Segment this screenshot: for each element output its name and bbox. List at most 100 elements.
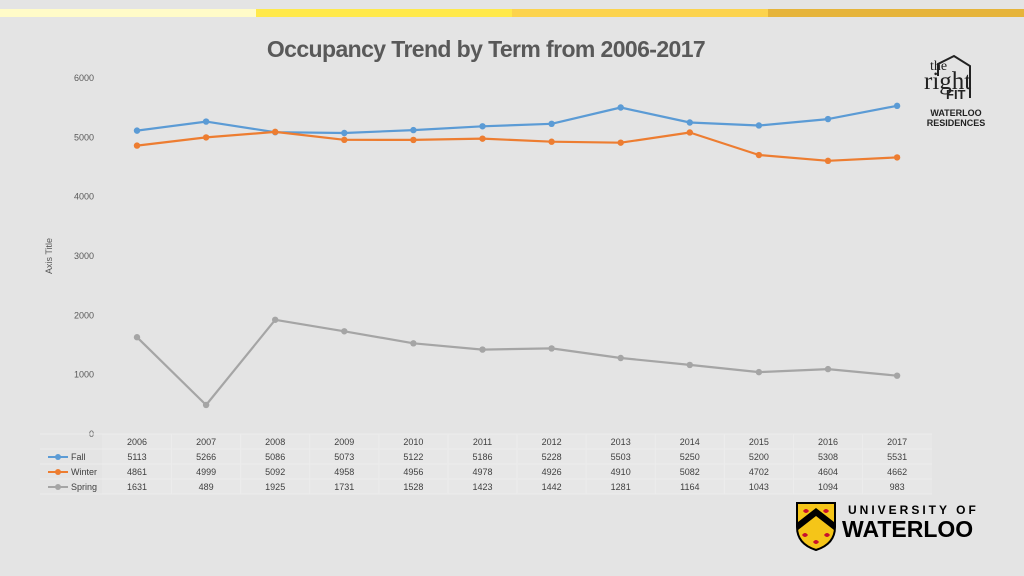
- data-table-value-winter: 4926: [542, 467, 562, 477]
- y-tick-label: 3000: [74, 251, 94, 261]
- data-point-fall: [479, 123, 486, 130]
- legend-marker-winter: [55, 469, 61, 475]
- right-fit-logo: the right FIT WATERLOO RESIDENCES: [924, 54, 986, 128]
- data-table-value-spring: 1528: [403, 482, 423, 492]
- data-table-value-spring: 1094: [818, 482, 838, 492]
- uw-text-university-of: UNIVERSITY OF: [848, 503, 979, 517]
- data-table-value-winter: 4958: [334, 467, 354, 477]
- data-table-value-fall: 5308: [818, 452, 838, 462]
- data-point-fall: [548, 120, 555, 128]
- legend-label-winter: Winter: [71, 467, 97, 477]
- data-point-spring: [410, 340, 417, 347]
- y-tick-label: 5000: [74, 132, 94, 142]
- data-point-winter: [893, 154, 901, 161]
- y-tick-label: 1000: [74, 370, 94, 380]
- x-category-label: 2014: [680, 437, 700, 447]
- data-point-winter: [686, 129, 693, 136]
- x-category-label: 2012: [542, 437, 562, 447]
- data-table-value-fall: 5073: [334, 452, 354, 462]
- data-point-winter: [410, 136, 417, 144]
- data-point-fall: [893, 102, 901, 110]
- data-point-spring: [479, 346, 486, 353]
- x-category-label: 2011: [473, 437, 492, 447]
- data-table-value-winter: 5082: [680, 467, 700, 477]
- data-point-winter: [824, 157, 832, 165]
- y-tick-label: 6000: [74, 73, 94, 83]
- legend-marker-spring: [55, 484, 61, 490]
- data-point-fall: [755, 122, 763, 129]
- x-category-label: 2008: [265, 437, 285, 447]
- data-table-value-winter: 4978: [472, 467, 492, 477]
- data-point-winter: [202, 134, 210, 141]
- data-point-fall: [410, 126, 417, 134]
- data-table-value-fall: 5113: [127, 452, 146, 462]
- header-color-bar: [0, 9, 1024, 17]
- data-point-spring: [133, 334, 141, 341]
- data-point-fall: [824, 115, 832, 123]
- legend-label-spring: Spring: [71, 482, 97, 492]
- data-point-winter: [755, 151, 763, 159]
- x-category-label: 2015: [749, 437, 769, 447]
- data-table-value-spring: 1925: [265, 482, 285, 492]
- y-tick-label: 2000: [74, 310, 94, 320]
- data-point-spring: [202, 401, 210, 409]
- house-outline-icon: [937, 54, 971, 98]
- x-category-label: 2017: [887, 437, 907, 447]
- x-category-label: 2006: [127, 437, 147, 447]
- data-point-spring: [272, 316, 279, 323]
- data-point-fall: [133, 127, 141, 134]
- x-category-label: 2009: [334, 437, 354, 447]
- legend-marker-fall: [55, 454, 61, 460]
- header-bar-segment: [256, 9, 512, 17]
- data-table-value-spring: 1731: [334, 482, 354, 492]
- data-point-winter: [341, 136, 348, 144]
- data-point-fall: [202, 118, 210, 125]
- y-tick-label: 4000: [74, 192, 94, 202]
- logo-text-fit: FIT: [946, 87, 966, 102]
- x-category-label: 2016: [818, 437, 838, 447]
- data-point-spring: [341, 328, 348, 335]
- data-point-winter: [617, 139, 624, 146]
- data-point-spring: [824, 365, 832, 373]
- data-table-value-winter: 4910: [611, 467, 631, 477]
- series-line-spring: [136, 318, 898, 407]
- data-table-value-fall: 5503: [611, 452, 631, 462]
- logo-text-right: right: [924, 68, 971, 95]
- data-point-fall: [686, 119, 693, 126]
- legend-label-fall: Fall: [71, 452, 86, 462]
- header-bar-segment: [0, 9, 256, 17]
- data-table-value-fall: 5228: [542, 452, 562, 462]
- data-point-fall: [617, 104, 624, 111]
- logo-text-residences: RESIDENCES: [927, 118, 986, 128]
- y-axis-title: Axis Title: [44, 238, 54, 274]
- logo-text-the: the: [930, 59, 947, 74]
- data-point-winter: [548, 138, 555, 145]
- data-table-value-winter: 4604: [818, 467, 838, 477]
- data-point-spring: [617, 354, 624, 362]
- series-line-fall: [136, 104, 898, 135]
- data-table-value-spring: 1423: [472, 482, 492, 492]
- logo-text-waterloo: WATERLOO: [930, 108, 981, 118]
- header-bar-segment: [512, 9, 768, 17]
- data-point-winter: [272, 128, 279, 136]
- x-category-label: 2013: [611, 437, 631, 447]
- data-table-value-fall: 5531: [887, 452, 907, 462]
- series-line-winter: [136, 130, 898, 162]
- data-table-value-winter: 4861: [127, 467, 147, 477]
- data-table-value-spring: 983: [890, 482, 905, 492]
- data-table-value-fall: 5266: [196, 452, 216, 462]
- header-bar-segment: [768, 9, 1024, 17]
- data-point-spring: [686, 361, 693, 369]
- chart-title: Occupancy Trend by Term from 2006-2017: [266, 36, 706, 62]
- data-table-value-winter: 4662: [887, 467, 907, 477]
- data-table-value-fall: 5200: [749, 452, 769, 462]
- data-table-value-winter: 4999: [196, 467, 216, 477]
- data-table-value-fall: 5186: [472, 452, 492, 462]
- data-point-spring: [548, 345, 555, 352]
- data-point-winter: [133, 142, 141, 149]
- data-table-value-spring: 1164: [680, 482, 699, 492]
- data-table-value-fall: 5122: [403, 452, 423, 462]
- data-table-value-spring: 1631: [127, 482, 147, 492]
- data-table-value-spring: 1281: [611, 482, 631, 492]
